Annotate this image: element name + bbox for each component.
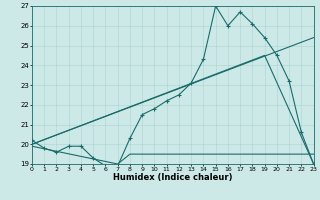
X-axis label: Humidex (Indice chaleur): Humidex (Indice chaleur) [113, 173, 233, 182]
